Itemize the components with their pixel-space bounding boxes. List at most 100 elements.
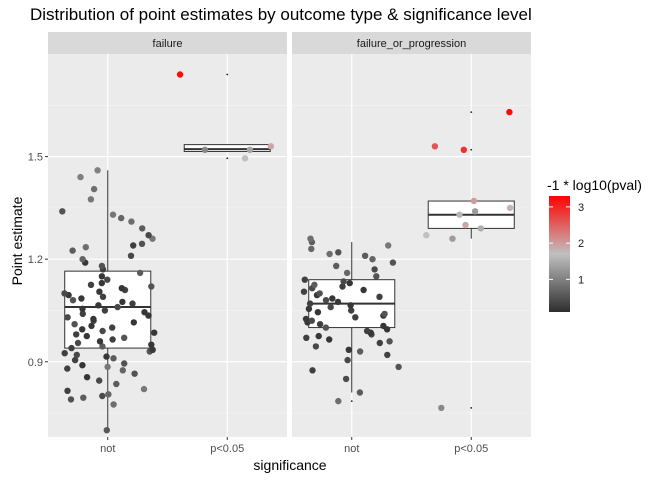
data-point [61,290,68,297]
data-point [360,286,367,294]
outlier-point [226,73,229,76]
data-point [342,375,350,383]
jitter-points-p<0.05 [176,71,275,162]
data-point [110,355,117,362]
data-point [83,374,91,381]
data-point [356,389,364,396]
data-point [311,281,318,288]
data-point [306,300,314,307]
panel-background [292,54,531,437]
data-point [87,196,95,203]
data-point [356,348,364,355]
data-point [456,211,463,218]
outlier-point [226,157,229,160]
data-point [103,353,110,360]
data-point [308,317,315,324]
data-point [176,71,184,78]
data-point [335,397,342,405]
data-point [385,242,392,249]
data-point [333,262,340,270]
data-point [82,244,90,251]
data-point [246,146,254,153]
chart-title: Distribution of point estimates by outco… [30,5,532,24]
data-point [127,252,135,259]
data-point [361,252,369,259]
data-point [241,155,249,162]
data-point [98,262,106,270]
iqr-box [183,144,271,152]
x-tick-label: p<0.05 [210,443,244,455]
data-point [141,309,148,316]
data-point [79,326,86,333]
data-point [315,332,322,340]
data-point [151,329,158,336]
data-point [73,351,81,359]
data-point [470,197,478,205]
facet-strip-label: failure_or_progression [357,38,466,50]
data-point [103,427,111,434]
data-point [371,266,378,273]
data-point [74,339,82,347]
data-point [340,278,347,285]
data-point [90,315,97,323]
data-point [109,324,116,331]
colorbar-tick-label: 3 [578,202,584,214]
data-point [381,310,388,318]
data-point [334,298,342,306]
data-point [343,269,351,277]
data-point [79,256,86,263]
data-point [449,235,456,242]
data-point [322,297,330,304]
data-point [61,350,68,357]
colorbar-tick-label: 2 [578,238,584,250]
outlier-point [350,400,353,402]
y-tick-label: 1.5 [28,152,43,164]
data-point [71,356,79,364]
data-point [99,343,106,350]
facet-strip [48,32,287,54]
data-point [376,293,383,300]
data-point [136,269,144,277]
data-point [79,305,86,312]
data-point [79,362,86,369]
x-tick-label: not [100,443,115,455]
data-point [352,314,359,321]
data-point [347,302,354,309]
data-point [77,173,84,181]
data-point [88,322,95,330]
data-point [460,146,467,153]
data-point [104,276,111,283]
data-point [348,307,355,314]
data-point [389,259,397,266]
data-point [316,290,323,297]
data-point [307,235,314,242]
data-point [80,394,87,401]
data-point [69,297,77,304]
data-point [96,338,104,345]
data-point [118,214,125,222]
color-legend: -1 * log10(pval) 1 2 3 [547,177,642,312]
x-tick-label: not [344,443,359,455]
y-tick-label: 0.9 [28,357,43,369]
data-point [114,303,121,311]
data-point [105,391,112,398]
data-point [140,385,148,393]
data-point [369,256,376,263]
data-point [316,321,324,328]
data-point [345,346,352,353]
data-point [98,279,106,287]
data-point [118,285,126,292]
data-point [64,365,71,372]
data-point [339,283,346,290]
data-point [64,314,71,321]
outlier-point [470,111,473,114]
data-point [67,396,75,403]
data-point [119,367,127,374]
y-tick-label: 1.2 [28,254,43,266]
data-point [148,283,155,290]
data-point [90,185,98,193]
data-point [68,344,75,352]
data-point [69,247,76,254]
data-point [87,281,95,288]
data-point [314,309,322,316]
